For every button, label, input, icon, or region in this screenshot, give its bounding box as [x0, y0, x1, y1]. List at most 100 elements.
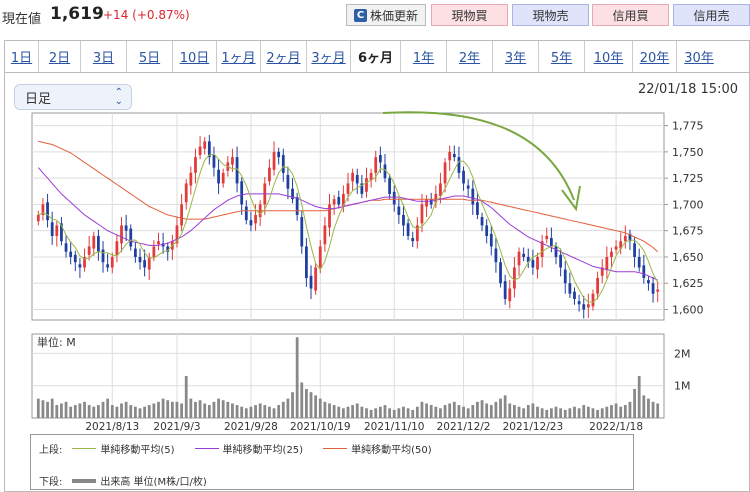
- volume-bar: [212, 401, 216, 418]
- volume-bar: [281, 401, 285, 418]
- candle: [388, 178, 391, 194]
- candle: [397, 206, 401, 215]
- refresh-label: 株価更新: [369, 8, 418, 23]
- period-select[interactable]: 日足 ⌃ ⌄: [14, 84, 132, 110]
- candle: [545, 235, 549, 240]
- candle: [46, 202, 49, 221]
- volume-bar: [397, 408, 401, 418]
- candle: [610, 251, 613, 257]
- tab-30y[interactable]: 30年: [684, 51, 714, 66]
- y-tick-label: 1,625: [672, 277, 704, 290]
- volume-bar: [420, 401, 424, 418]
- tab-5d[interactable]: 5日: [127, 41, 173, 72]
- tab-2d[interactable]: 2日: [39, 41, 81, 72]
- candle: [651, 283, 655, 294]
- candle: [87, 246, 91, 255]
- volume-bar: [341, 408, 345, 418]
- volume-bar: [147, 405, 151, 418]
- tab-1d[interactable]: 1日: [5, 41, 39, 72]
- candle: [577, 301, 581, 305]
- volume-bar: [577, 408, 581, 418]
- volume-bar: [138, 408, 142, 418]
- volume-bar: [50, 398, 54, 418]
- volume-bar: [69, 406, 73, 418]
- trend-arrowhead: [561, 185, 581, 212]
- volume-bar: [411, 409, 415, 418]
- candle: [443, 162, 447, 184]
- volume-bar: [429, 405, 433, 418]
- volume-bar: [46, 401, 49, 418]
- cash-sell-button[interactable]: 現物売: [512, 4, 589, 26]
- volume-bar: [180, 403, 183, 418]
- candle: [619, 241, 623, 249]
- candle: [143, 260, 147, 268]
- candle: [591, 293, 595, 307]
- candle: [476, 202, 479, 215]
- volume-bar: [443, 405, 447, 418]
- candle: [452, 153, 456, 158]
- tab-3d[interactable]: 3日: [81, 41, 127, 72]
- candle: [582, 304, 586, 310]
- volume-bar: [642, 395, 646, 418]
- volume-bar: [480, 400, 484, 418]
- tab-3m[interactable]: 3ヶ月: [307, 41, 351, 72]
- cash-buy-button[interactable]: 現物買: [431, 4, 508, 26]
- candle: [517, 251, 521, 266]
- candle: [277, 151, 281, 158]
- y-tick-label: 1,650: [672, 251, 704, 264]
- candle: [365, 178, 368, 192]
- candle: [503, 281, 507, 299]
- candle: [161, 243, 165, 247]
- tab-10d[interactable]: 10日: [173, 41, 217, 72]
- tab-20y[interactable]: 20年: [633, 41, 677, 72]
- tab-1y[interactable]: 1年: [401, 41, 447, 72]
- candle: [240, 181, 244, 205]
- candle: [272, 151, 276, 170]
- margin-sell-button[interactable]: 信用売: [673, 4, 750, 26]
- tab-2y[interactable]: 2年: [447, 41, 493, 72]
- volume-bar: [623, 405, 627, 418]
- volume-bar: [328, 403, 331, 418]
- y-tick-label: 1,725: [672, 172, 704, 185]
- refresh-button[interactable]: C 株価更新: [346, 4, 426, 26]
- candle: [623, 235, 627, 242]
- volume-bar: [161, 398, 165, 418]
- tab-1m[interactable]: 1ヶ月: [217, 41, 261, 72]
- candle: [346, 183, 350, 194]
- volume-plot-frame: [31, 333, 665, 419]
- candle: [425, 199, 428, 207]
- tab-3y[interactable]: 3年: [493, 41, 539, 72]
- volume-bar: [526, 405, 530, 418]
- candle: [526, 256, 530, 263]
- volume-bar: [545, 409, 549, 418]
- volume-bar: [120, 403, 123, 418]
- volume-bar: [374, 408, 378, 418]
- volume-bar: [457, 405, 461, 418]
- x-tick-label: 2021/12/2: [437, 421, 491, 433]
- tab-2m[interactable]: 2ヶ月: [261, 41, 307, 72]
- candle: [466, 185, 470, 189]
- tab-5y[interactable]: 5年: [539, 41, 585, 72]
- tab-10y[interactable]: 10年: [585, 41, 633, 72]
- candle: [614, 246, 618, 250]
- x-tick-label: 2021/12/23: [503, 421, 564, 433]
- candle: [420, 204, 424, 224]
- candle: [244, 206, 248, 221]
- volume-bar: [115, 406, 119, 418]
- candle: [55, 225, 59, 236]
- candle: [457, 157, 461, 173]
- candle: [138, 256, 142, 263]
- margin-buy-button[interactable]: 信用買: [592, 4, 669, 26]
- volume-bar: [628, 401, 632, 418]
- candle: [628, 233, 632, 242]
- candle: [402, 214, 405, 226]
- volume-bar: [244, 408, 248, 418]
- volume-bar: [466, 408, 470, 418]
- volume-bar: [647, 398, 650, 418]
- candle: [531, 260, 535, 268]
- candle: [462, 170, 465, 184]
- candle: [198, 146, 202, 156]
- tab-6m[interactable]: 6ヶ月: [351, 41, 401, 72]
- candle: [314, 267, 318, 291]
